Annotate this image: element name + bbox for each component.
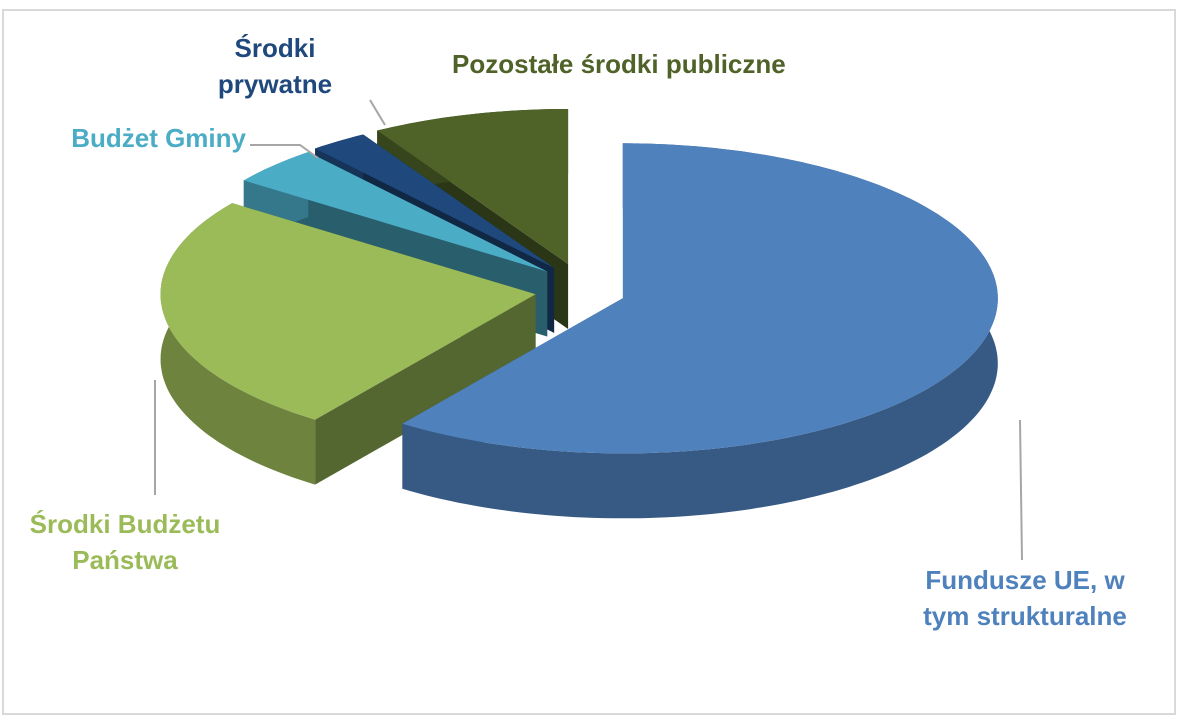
- leader-line: [369, 99, 386, 126]
- slice-label: Środki prywatne: [217, 33, 333, 99]
- leader-lines: [154, 99, 1023, 561]
- slice: [315, 134, 555, 268]
- slice: [402, 143, 998, 454]
- pie: [160, 109, 998, 519]
- leader-line: [250, 144, 319, 159]
- slice-label: Budżet Gminy: [71, 123, 246, 153]
- slice-label: Środki Budżetu Państwa: [29, 509, 221, 575]
- slice: [160, 203, 536, 420]
- leader-line: [1019, 419, 1023, 561]
- slice: [377, 109, 569, 264]
- slice-label: Fundusze UE, w tym strukturalne: [923, 565, 1127, 631]
- slice: [243, 152, 548, 272]
- slice-label: Pozostałe środki publiczne: [452, 49, 786, 79]
- frame: [2, 9, 1176, 715]
